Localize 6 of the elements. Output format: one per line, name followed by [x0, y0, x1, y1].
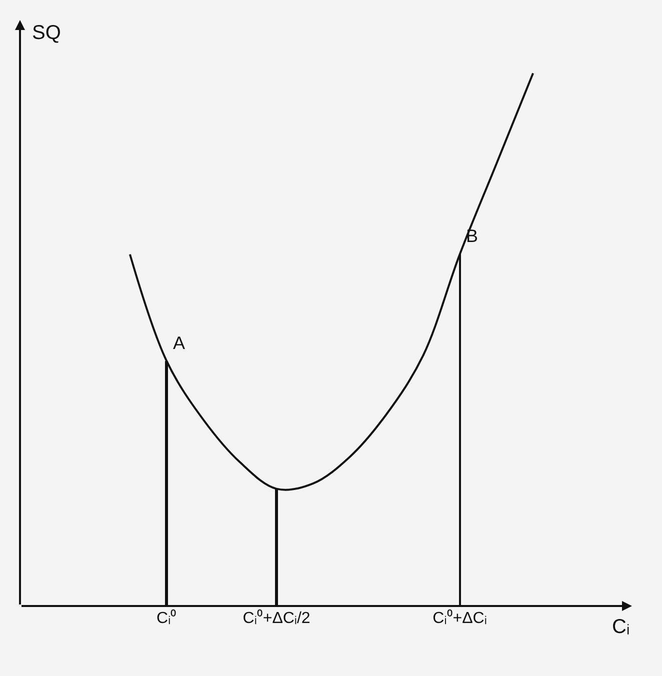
x-tick-label: Cᵢ⁰+ΔCᵢ/2	[242, 609, 310, 627]
x-tick-label: Cᵢ⁰	[156, 609, 177, 627]
x-axis-title: Cᵢ	[612, 616, 630, 638]
y-axis-title: SQ	[32, 22, 61, 44]
x-tick-label: Cᵢ⁰+ΔCᵢ	[432, 609, 487, 627]
annotation: A	[173, 333, 186, 353]
